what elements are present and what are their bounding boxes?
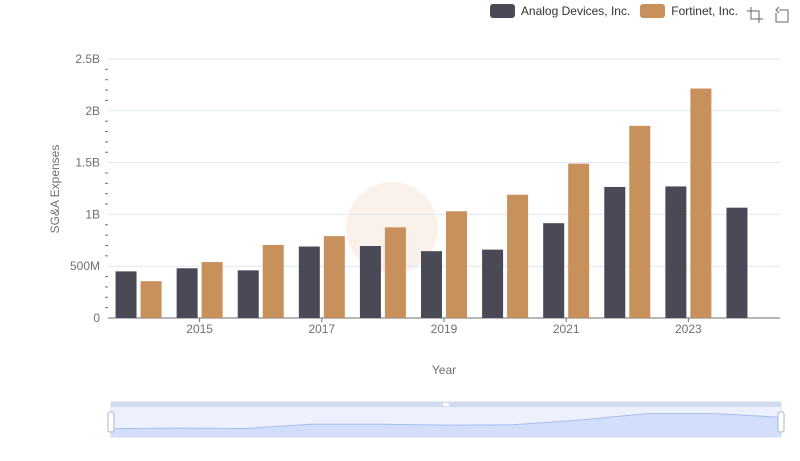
legend-item-fortinet[interactable]: Fortinet, Inc.	[640, 4, 738, 18]
x-tick-label: 2019	[431, 322, 458, 336]
bar-analog-devices-2023[interactable]	[665, 186, 687, 318]
zoom-handle-right[interactable]	[777, 411, 785, 433]
x-tick-label: 2021	[553, 322, 580, 336]
bar-analog-devices-2024[interactable]	[726, 207, 748, 318]
y-axis-title: SG&A Expenses	[48, 145, 62, 234]
bar-fortinet-2017[interactable]	[323, 236, 345, 318]
x-axis-title: Year	[432, 363, 456, 377]
y-tick-label: 0	[93, 311, 100, 325]
zoom-drag-grip[interactable]	[443, 403, 449, 406]
bar-fortinet-2021[interactable]	[568, 163, 590, 318]
bar-analog-devices-2019[interactable]	[421, 251, 442, 318]
y-tick-label: 2.5B	[75, 52, 100, 66]
bar-fortinet-2019[interactable]	[446, 211, 467, 318]
bar-fortinet-2018[interactable]	[384, 227, 406, 318]
bar-analog-devices-2014[interactable]	[115, 271, 137, 318]
y-tick-label: 1.5B	[75, 156, 100, 170]
legend-item-analog-devices[interactable]: Analog Devices, Inc.	[489, 4, 631, 18]
toolbox	[746, 6, 790, 24]
y-tick-label: 500M	[70, 259, 100, 273]
bar-fortinet-2020[interactable]	[507, 194, 529, 318]
bar-fortinet-2014[interactable]	[140, 281, 162, 318]
bar-analog-devices-2018[interactable]	[359, 245, 381, 318]
bar-analog-devices-2015[interactable]	[176, 268, 198, 318]
x-tick-label: 2015	[186, 322, 213, 336]
restore-icon[interactable]	[772, 6, 790, 24]
legend-swatch-fortinet	[640, 4, 666, 18]
x-tick-label: 2023	[675, 322, 702, 336]
zoom-icon[interactable]	[746, 6, 764, 24]
y-tick-label: 2B	[85, 104, 100, 118]
bar-analog-devices-2020[interactable]	[482, 249, 504, 318]
bar-fortinet-2023[interactable]	[690, 88, 712, 318]
bar-analog-devices-2017[interactable]	[298, 246, 320, 318]
zoom-slider-preview-line	[110, 413, 782, 430]
legend-label-analog-devices: Analog Devices, Inc.	[520, 4, 631, 18]
bar-analog-devices-2022[interactable]	[604, 186, 626, 318]
zoom-handle-left[interactable]	[107, 411, 115, 433]
bar-fortinet-2016[interactable]	[262, 244, 284, 318]
bar-analog-devices-2021[interactable]	[543, 223, 565, 318]
legend: Analog Devices, Inc. Fortinet, Inc.	[489, 4, 738, 18]
legend-label-fortinet: Fortinet, Inc.	[671, 4, 738, 18]
bar-fortinet-2015[interactable]	[201, 262, 223, 318]
x-tick-label: 2017	[308, 322, 335, 336]
bar-analog-devices-2016[interactable]	[237, 270, 259, 318]
y-tick-label: 1B	[85, 207, 100, 221]
legend-swatch-analog-devices	[489, 4, 515, 18]
bar-fortinet-2022[interactable]	[629, 125, 651, 319]
